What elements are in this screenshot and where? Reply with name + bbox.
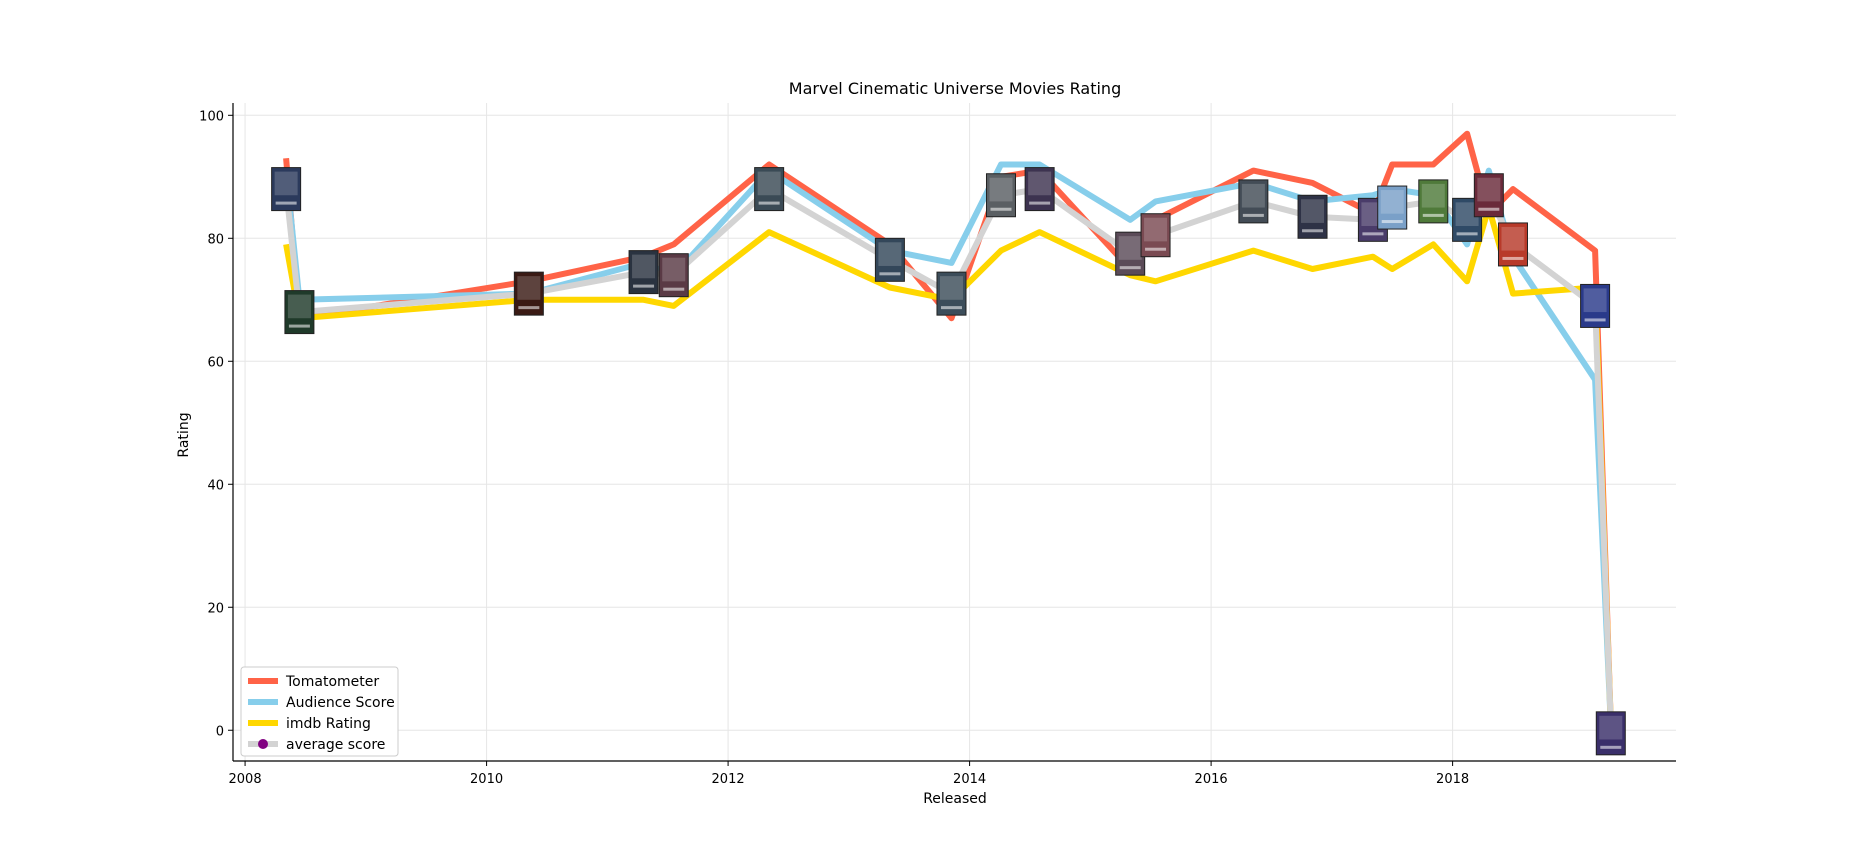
movie-poster bbox=[1238, 179, 1269, 224]
poster-art bbox=[1118, 236, 1142, 260]
x-tick-label: 2008 bbox=[229, 772, 262, 787]
series-line-audience-score bbox=[283, 161, 1614, 725]
legend-label: average score bbox=[286, 737, 385, 753]
y-tick-label: 60 bbox=[207, 355, 224, 370]
poster-title-strip bbox=[758, 201, 780, 205]
series-lines bbox=[283, 130, 1614, 725]
legend-marker bbox=[258, 739, 268, 749]
movie-poster bbox=[1452, 197, 1483, 242]
movie-poster bbox=[1497, 222, 1528, 267]
legend-label: Audience Score bbox=[286, 695, 395, 711]
poster-art bbox=[939, 276, 963, 300]
poster-title-strip bbox=[1362, 232, 1384, 236]
axes bbox=[228, 103, 1676, 766]
movie-poster bbox=[658, 253, 689, 298]
movie-poster bbox=[874, 237, 905, 282]
movie-poster bbox=[1297, 194, 1328, 239]
movie-poster bbox=[284, 290, 315, 335]
poster-art bbox=[632, 254, 656, 279]
poster-art bbox=[662, 257, 686, 282]
poster-title-strip bbox=[1600, 745, 1622, 749]
movie-poster bbox=[754, 167, 785, 212]
movie-poster bbox=[1595, 711, 1626, 756]
movie-poster bbox=[1473, 173, 1504, 218]
series-line-average-score bbox=[283, 186, 1614, 725]
y-axis-label: Rating bbox=[176, 412, 192, 457]
poster-title-strip bbox=[275, 201, 297, 205]
poster-art bbox=[287, 294, 311, 319]
poster-art bbox=[989, 177, 1013, 202]
poster-title-strip bbox=[663, 287, 685, 291]
tick-labels: 2008 2010 2012 2014 2016 2018 0 20 40 60 80 100 bbox=[199, 109, 1469, 787]
poster-title-strip bbox=[990, 207, 1012, 211]
poster-art bbox=[1583, 288, 1607, 313]
poster-title-strip bbox=[633, 284, 655, 288]
poster-art bbox=[1501, 226, 1525, 251]
poster-title-strip bbox=[1584, 318, 1606, 322]
poster-markers bbox=[271, 167, 1626, 756]
poster-art bbox=[517, 276, 541, 300]
y-tick-label: 100 bbox=[199, 109, 224, 124]
poster-title-strip bbox=[1302, 229, 1324, 233]
poster-title-strip bbox=[1422, 213, 1444, 217]
movie-poster bbox=[1580, 283, 1611, 328]
movie-poster bbox=[985, 173, 1016, 218]
movie-poster bbox=[1024, 167, 1055, 212]
poster-title-strip bbox=[518, 306, 540, 310]
poster-art bbox=[1241, 183, 1265, 208]
movie-poster bbox=[513, 271, 544, 316]
y-tick-label: 40 bbox=[207, 478, 224, 493]
poster-title-strip bbox=[1119, 266, 1141, 270]
x-tick-label: 2012 bbox=[712, 772, 745, 787]
poster-art bbox=[1421, 183, 1445, 208]
movie-poster bbox=[936, 271, 967, 316]
movie-poster bbox=[1418, 179, 1449, 224]
y-tick-label: 0 bbox=[216, 724, 224, 739]
legend-box bbox=[240, 666, 399, 757]
poster-title-strip bbox=[1242, 213, 1264, 217]
chart-title: Marvel Cinematic Universe Movies Rating bbox=[789, 79, 1121, 98]
poster-art bbox=[1301, 199, 1325, 223]
poster-art bbox=[1477, 177, 1501, 202]
legend-label: imdb Rating bbox=[286, 716, 371, 732]
y-tick-label: 80 bbox=[207, 232, 224, 247]
poster-title-strip bbox=[1478, 207, 1500, 211]
poster-art bbox=[757, 171, 781, 196]
series-line-tomatometer bbox=[283, 130, 1614, 725]
legend: Tomatometer Audience Score imdb Rating aver… bbox=[240, 666, 399, 757]
x-axis-label: Released bbox=[923, 791, 987, 807]
poster-title-strip bbox=[1456, 232, 1478, 236]
poster-title-strip bbox=[1145, 247, 1167, 251]
poster-title-strip bbox=[288, 324, 310, 328]
poster-title-strip bbox=[1029, 201, 1051, 205]
poster-title-strip bbox=[1381, 220, 1403, 224]
poster-art bbox=[1599, 715, 1623, 740]
poster-art bbox=[1380, 190, 1404, 214]
movie-poster bbox=[1377, 185, 1408, 230]
series-line-imdb-rating bbox=[283, 204, 1614, 725]
poster-title-strip bbox=[1502, 256, 1524, 260]
y-tick-label: 20 bbox=[207, 601, 224, 616]
poster-title-strip bbox=[879, 272, 901, 276]
x-tick-label: 2010 bbox=[470, 772, 503, 787]
movie-poster bbox=[628, 250, 659, 295]
movie-poster bbox=[271, 167, 302, 212]
poster-title-strip bbox=[940, 306, 962, 310]
x-tick-label: 2016 bbox=[1195, 772, 1228, 787]
legend-label: Tomatometer bbox=[285, 674, 379, 690]
poster-art bbox=[274, 171, 298, 196]
x-tick-label: 2014 bbox=[953, 772, 986, 787]
movie-poster bbox=[1115, 231, 1146, 276]
x-tick-label: 2018 bbox=[1436, 772, 1469, 787]
movie-poster bbox=[1140, 213, 1171, 258]
poster-art bbox=[878, 242, 902, 266]
poster-art bbox=[1455, 202, 1479, 226]
poster-art bbox=[1144, 217, 1168, 242]
poster-art bbox=[1028, 171, 1052, 196]
